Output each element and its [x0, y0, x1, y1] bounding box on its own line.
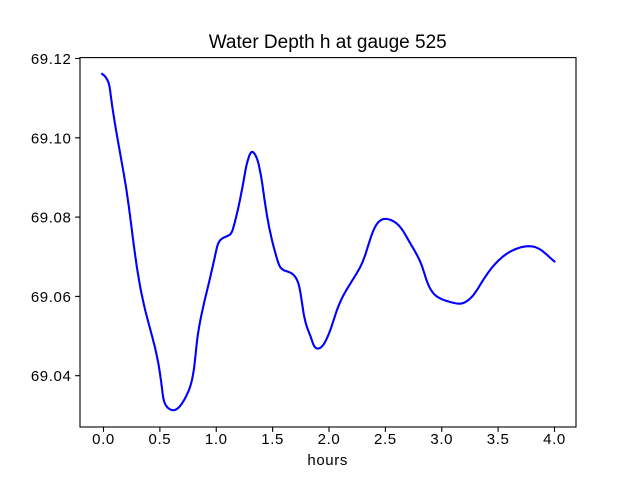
svg-text:1.0: 1.0 — [205, 431, 228, 448]
svg-text:0.0: 0.0 — [92, 431, 115, 448]
svg-text:69.06: 69.06 — [31, 289, 72, 306]
svg-text:69.12: 69.12 — [31, 51, 72, 68]
svg-text:Water Depth h at gauge 525: Water Depth h at gauge 525 — [209, 32, 447, 53]
svg-text:69.04: 69.04 — [31, 368, 72, 385]
svg-text:3.0: 3.0 — [430, 431, 453, 448]
svg-text:69.10: 69.10 — [31, 130, 72, 147]
svg-text:3.5: 3.5 — [487, 431, 510, 448]
svg-text:2.0: 2.0 — [318, 431, 341, 448]
svg-text:1.5: 1.5 — [261, 431, 284, 448]
svg-text:hours: hours — [307, 452, 348, 469]
svg-text:4.0: 4.0 — [543, 431, 566, 448]
svg-text:0.5: 0.5 — [149, 431, 172, 448]
svg-text:2.5: 2.5 — [374, 431, 397, 448]
svg-text:69.08: 69.08 — [31, 210, 72, 227]
